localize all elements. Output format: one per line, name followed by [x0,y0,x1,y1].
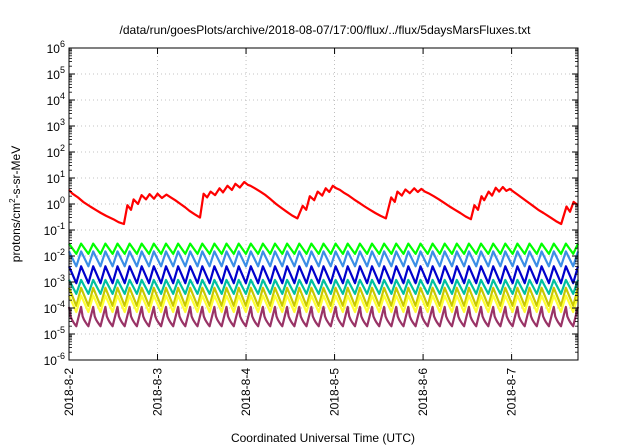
y-axis-label-unit: protons/cm [9,203,23,262]
y-tick-label-exponent: -4 [57,299,65,309]
series-1-line [68,242,579,255]
x-tick-label: 2018-8-2 [62,368,76,416]
x-tick-label: 2018-8-7 [505,368,519,416]
y-tick-label-base: 10 [44,354,58,368]
y-tick-label-base: 10 [44,328,58,342]
chart-title: /data/run/goesPlots/archive/2018-08-07/1… [120,23,532,37]
y-tick-label: 10-5 [44,325,65,342]
x-tick-label: 2018-8-3 [151,368,165,416]
y-tick-label-exponent: 5 [60,65,65,75]
y-tick-label-exponent: -6 [57,351,65,361]
series-5-line [67,286,580,307]
y-tick-label: 100 [47,195,65,212]
y-tick-label: 10-4 [44,299,65,316]
series-4-line [68,278,580,295]
y-tick-label-base: 10 [47,120,61,134]
y-tick-label: 102 [47,143,65,160]
series-2-line [68,250,580,268]
y-tick-label: 101 [47,169,65,186]
y-tick-label-base: 10 [44,224,58,238]
y-axis-label: protons/cm2-s-sr-MeV [8,146,23,262]
y-tick-label-exponent: -1 [57,221,65,231]
y-tick-label: 10-3 [44,273,65,290]
y-tick-label-exponent: 2 [60,143,65,153]
y-axis-label-rest: -s-sr-MeV [9,146,23,199]
series-6-line [67,294,580,314]
y-tick-label-exponent: 3 [60,117,65,127]
series-0-line [68,180,579,226]
x-tick-label: 2018-8-6 [416,368,430,416]
y-tick-label-exponent: 6 [60,39,65,49]
y-tick-label-exponent: -3 [57,273,65,283]
y-tick-label-exponent: 4 [60,91,65,101]
series-3-line [67,265,580,285]
y-tick-label-base: 10 [47,94,61,108]
y-tick-label-exponent: -5 [57,325,65,335]
y-tick-label: 103 [47,117,65,134]
y-tick-label-exponent: 1 [60,169,65,179]
x-tick-label: 2018-8-5 [328,368,342,416]
y-tick-label-base: 10 [44,250,58,264]
y-tick-label-base: 10 [47,198,61,212]
y-tick-label: 106 [47,39,65,56]
y-tick-label: 104 [47,91,65,108]
y-tick-label-base: 10 [47,68,61,82]
x-tick-label: 2018-8-4 [239,368,253,416]
series-7-line [67,305,580,328]
y-tick-label-base: 10 [44,276,58,290]
y-axis: 10-610-510-410-310-210-11001011021031041… [44,39,578,368]
y-tick-label-base: 10 [47,172,61,186]
y-tick-label: 10-6 [44,351,65,368]
y-tick-label: 10-2 [44,247,65,264]
x-axis-label: Coordinated Universal Time (UTC) [231,431,415,445]
y-tick-label-base: 10 [47,42,61,56]
series-layer [67,180,580,328]
y-tick-label-exponent: 0 [60,195,65,205]
y-tick-label-base: 10 [47,146,61,160]
y-tick-label-base: 10 [44,302,58,316]
y-tick-label: 10-1 [44,221,65,238]
x-axis: 2018-8-2 2018-8-3 2018-8-4 2018-8-5 2018-8-6… [62,48,519,416]
y-tick-label-exponent: -2 [57,247,65,257]
y-axis-label-exponent: 2 [8,198,17,203]
y-tick-label: 105 [47,65,65,82]
